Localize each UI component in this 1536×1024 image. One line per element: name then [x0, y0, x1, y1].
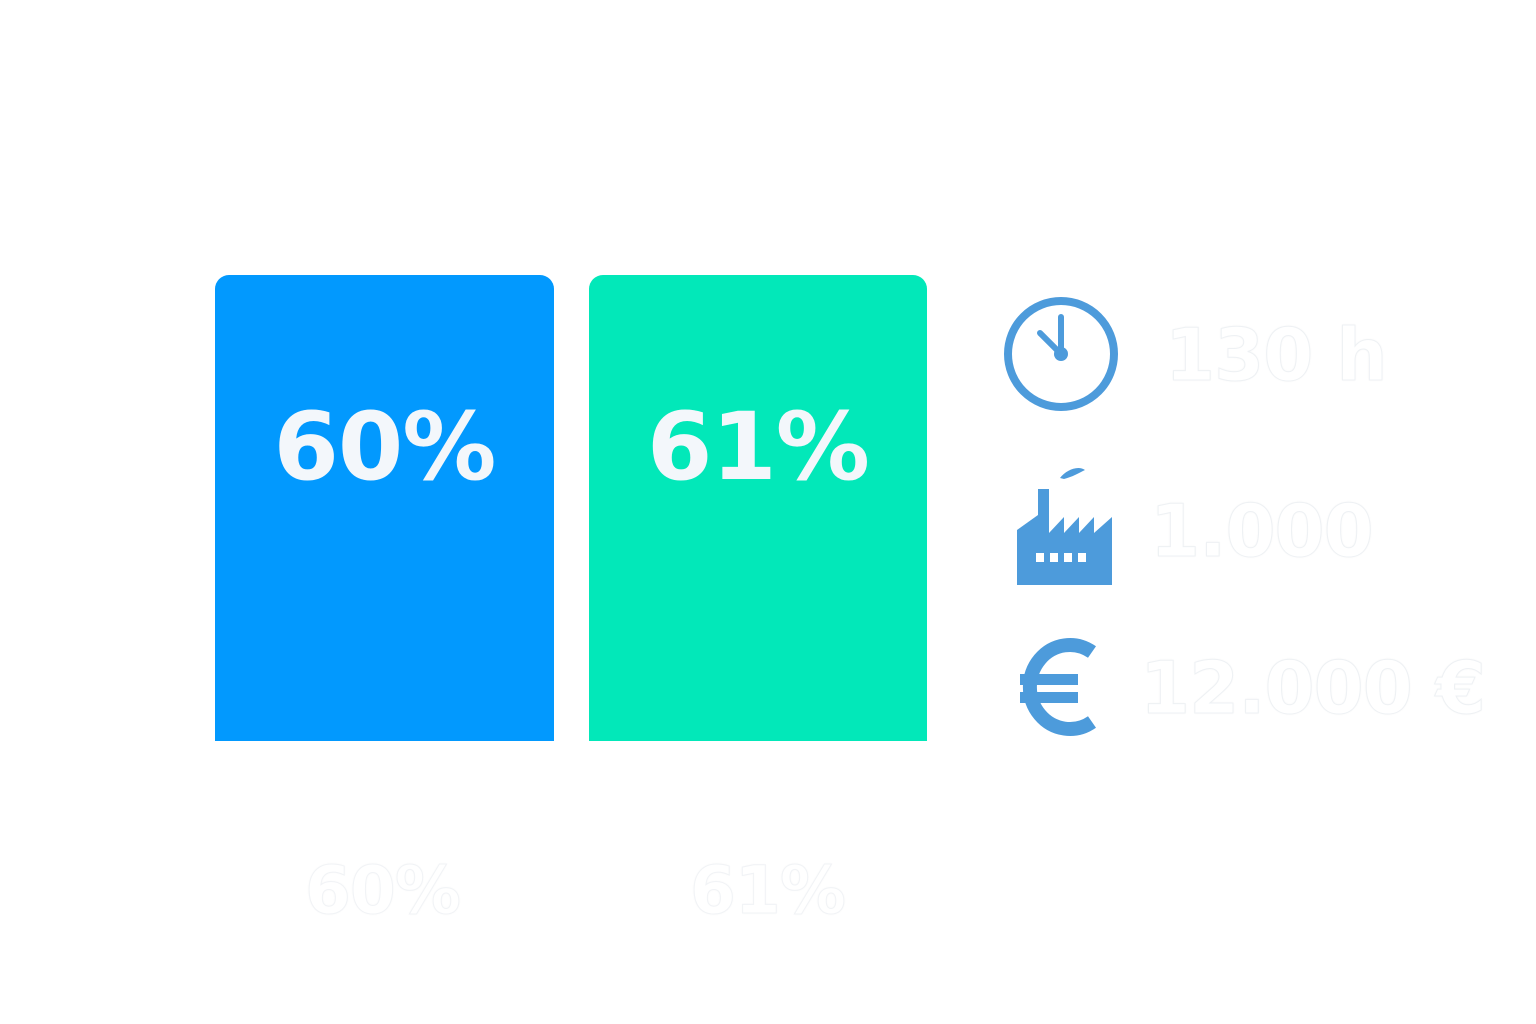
stat-money: 12.000 €	[1000, 630, 1500, 750]
clock-icon	[1000, 297, 1120, 421]
caption-left: 60%	[305, 852, 462, 929]
card-value: 61%	[647, 393, 870, 502]
stat-factory: 1.000	[1000, 465, 1500, 585]
euro-icon	[1000, 630, 1120, 754]
factory-icon	[1000, 465, 1120, 589]
percentage-card-blue: 60%	[215, 275, 554, 741]
percentage-card-green: 61%	[589, 275, 927, 741]
caption-right: 61%	[690, 852, 847, 929]
stat-time: 130 h	[1000, 297, 1500, 417]
stat-value: 12.000 €	[1139, 646, 1486, 730]
stat-value: 130 h	[1165, 313, 1389, 397]
stat-value: 1.000	[1150, 489, 1375, 573]
card-value: 60%	[273, 393, 497, 502]
